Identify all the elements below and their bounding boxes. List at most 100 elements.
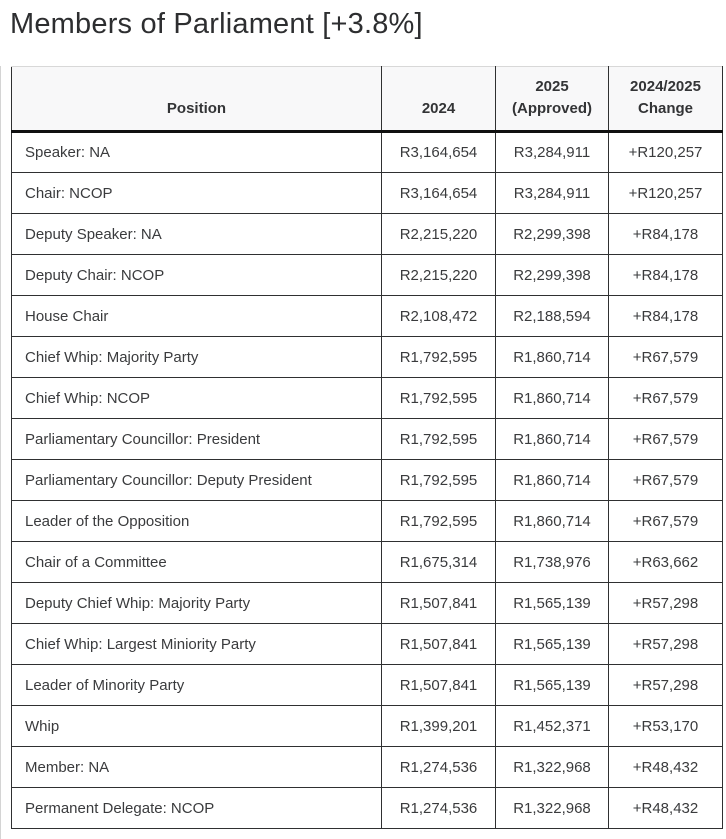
table-row: Chief Whip: Largest Miniority Party R1,5… [11,623,723,665]
cell-change-amount: +R57,298 [608,582,723,624]
cell-2025-approved-salary: R1,860,714 [495,418,609,460]
cell-change-amount: +R67,579 [608,336,723,378]
cell-change-amount: +R48,432 [608,787,723,829]
cell-change-amount: +R48,432 [608,746,723,788]
table-row: Chair: NCOP R3,164,654 R3,284,911 +R120,… [11,172,723,214]
table-row: Whip R1,399,201 R1,452,371 +R53,170 [11,705,723,747]
cell-position: Deputy Speaker: NA [11,213,382,255]
cell-position: Permanent Delegate: NCOP [11,787,382,829]
cell-2024-salary: R1,507,841 [381,582,496,624]
column-header-change-line2: Change [637,100,693,117]
cell-change-amount: +R57,298 [608,664,723,706]
table-row: Chief Whip: Majority Party R1,792,595 R1… [11,336,723,378]
cell-2024-salary: R1,792,595 [381,377,496,419]
cell-position: Parliamentary Councillor: Deputy Preside… [11,459,382,501]
cell-change-amount: +R57,298 [608,623,723,665]
cell-2024-salary: R3,164,654 [381,131,496,173]
cell-position: Chair: NCOP [11,172,382,214]
cell-2024-salary: R1,274,536 [381,746,496,788]
cell-2024-salary: R1,792,595 [381,418,496,460]
cell-2025-approved-salary: R1,565,139 [495,582,609,624]
table-row: Chief Whip: NCOP R1,792,595 R1,860,714 +… [11,377,723,419]
cell-2025-approved-salary: R1,322,968 [495,787,609,829]
cell-change-amount: +R67,579 [608,418,723,460]
cell-2024-salary: R1,792,595 [381,459,496,501]
table-row: Speaker: NA R3,164,654 R3,284,911 +R120,… [11,131,723,173]
cell-position: Parliamentary Councillor: President [11,418,382,460]
table-row: Parliamentary Councillor: President R1,7… [11,418,723,460]
cell-position: Chief Whip: Largest Miniority Party [11,623,382,665]
cell-2025-approved-salary: R3,284,911 [495,172,609,214]
column-header-position-label: Position [166,100,227,117]
cell-2025-approved-salary: R2,299,398 [495,213,609,255]
cell-change-amount: +R84,178 [608,295,723,337]
cell-change-amount: +R67,579 [608,377,723,419]
cell-2025-approved-salary: R1,322,968 [495,746,609,788]
table-header-row: Position 2024 2025 (Approved) 2024/2025 … [11,66,723,133]
cell-change-amount: +R67,579 [608,459,723,501]
cell-2024-salary: R1,507,841 [381,623,496,665]
cell-position: Whip [11,705,382,747]
cell-2024-salary: R1,675,314 [381,541,496,583]
cell-2025-approved-salary: R1,565,139 [495,664,609,706]
cell-change-amount: +R84,178 [608,254,723,296]
table-row: Deputy Chief Whip: Majority Party R1,507… [11,582,723,624]
cell-2024-salary: R1,507,841 [381,664,496,706]
cell-change-amount: +R120,257 [608,172,723,214]
cell-2024-salary: R1,792,595 [381,336,496,378]
cell-position: Member: NA [11,746,382,788]
page-left-edge-divider [0,66,1,839]
cell-2024-salary: R1,274,536 [381,787,496,829]
table-row: Leader of the Opposition R1,792,595 R1,8… [11,500,723,542]
column-header-change: 2024/2025 Change [608,66,723,133]
cell-position: Leader of Minority Party [11,664,382,706]
cell-position: Leader of the Opposition [11,500,382,542]
cell-position: Chief Whip: Majority Party [11,336,382,378]
cell-position: Chair of a Committee [11,541,382,583]
table-body: Speaker: NA R3,164,654 R3,284,911 +R120,… [11,131,723,829]
column-header-2024-label: 2024 [421,100,456,117]
mp-salary-table: Position 2024 2025 (Approved) 2024/2025 … [11,66,723,829]
cell-2024-salary: R1,792,595 [381,500,496,542]
table-row: House Chair R2,108,472 R2,188,594 +R84,1… [11,295,723,337]
table-row: Deputy Speaker: NA R2,215,220 R2,299,398… [11,213,723,255]
table-row: Permanent Delegate: NCOP R1,274,536 R1,3… [11,787,723,829]
cell-2025-approved-salary: R1,738,976 [495,541,609,583]
cell-position: Chief Whip: NCOP [11,377,382,419]
table-row: Parliamentary Councillor: Deputy Preside… [11,459,723,501]
cell-change-amount: +R63,662 [608,541,723,583]
cell-position: Deputy Chair: NCOP [11,254,382,296]
cell-2024-salary: R2,108,472 [381,295,496,337]
column-header-2025-line2: (Approved) [512,100,592,117]
table-row: Leader of Minority Party R1,507,841 R1,5… [11,664,723,706]
column-header-change-line1: 2024/2025 [630,78,701,95]
cell-2025-approved-salary: R1,860,714 [495,377,609,419]
cell-position: Speaker: NA [11,131,382,173]
cell-2025-approved-salary: R1,860,714 [495,459,609,501]
page-title: Members of Parliament [+3.8%] [10,8,423,40]
cell-2024-salary: R1,399,201 [381,705,496,747]
table-row: Deputy Chair: NCOP R2,215,220 R2,299,398… [11,254,723,296]
table-header: Position 2024 2025 (Approved) 2024/2025 … [11,66,723,133]
column-header-2025-line1: 2025 [535,78,569,95]
column-header-position: Position [11,66,382,133]
table-row: Member: NA R1,274,536 R1,322,968 +R48,43… [11,746,723,788]
table-row: Chair of a Committee R1,675,314 R1,738,9… [11,541,723,583]
cell-2025-approved-salary: R3,284,911 [495,131,609,173]
cell-change-amount: +R84,178 [608,213,723,255]
cell-2025-approved-salary: R1,860,714 [495,500,609,542]
cell-change-amount: +R53,170 [608,705,723,747]
cell-position: House Chair [11,295,382,337]
cell-2025-approved-salary: R1,565,139 [495,623,609,665]
cell-position: Deputy Chief Whip: Majority Party [11,582,382,624]
cell-2024-salary: R3,164,654 [381,172,496,214]
cell-change-amount: +R120,257 [608,131,723,173]
cell-2024-salary: R2,215,220 [381,254,496,296]
cell-2025-approved-salary: R2,299,398 [495,254,609,296]
cell-change-amount: +R67,579 [608,500,723,542]
cell-2025-approved-salary: R1,452,371 [495,705,609,747]
cell-2024-salary: R2,215,220 [381,213,496,255]
cell-2025-approved-salary: R2,188,594 [495,295,609,337]
column-header-2024: 2024 [381,66,496,133]
column-header-2025-approved: 2025 (Approved) [495,66,609,133]
